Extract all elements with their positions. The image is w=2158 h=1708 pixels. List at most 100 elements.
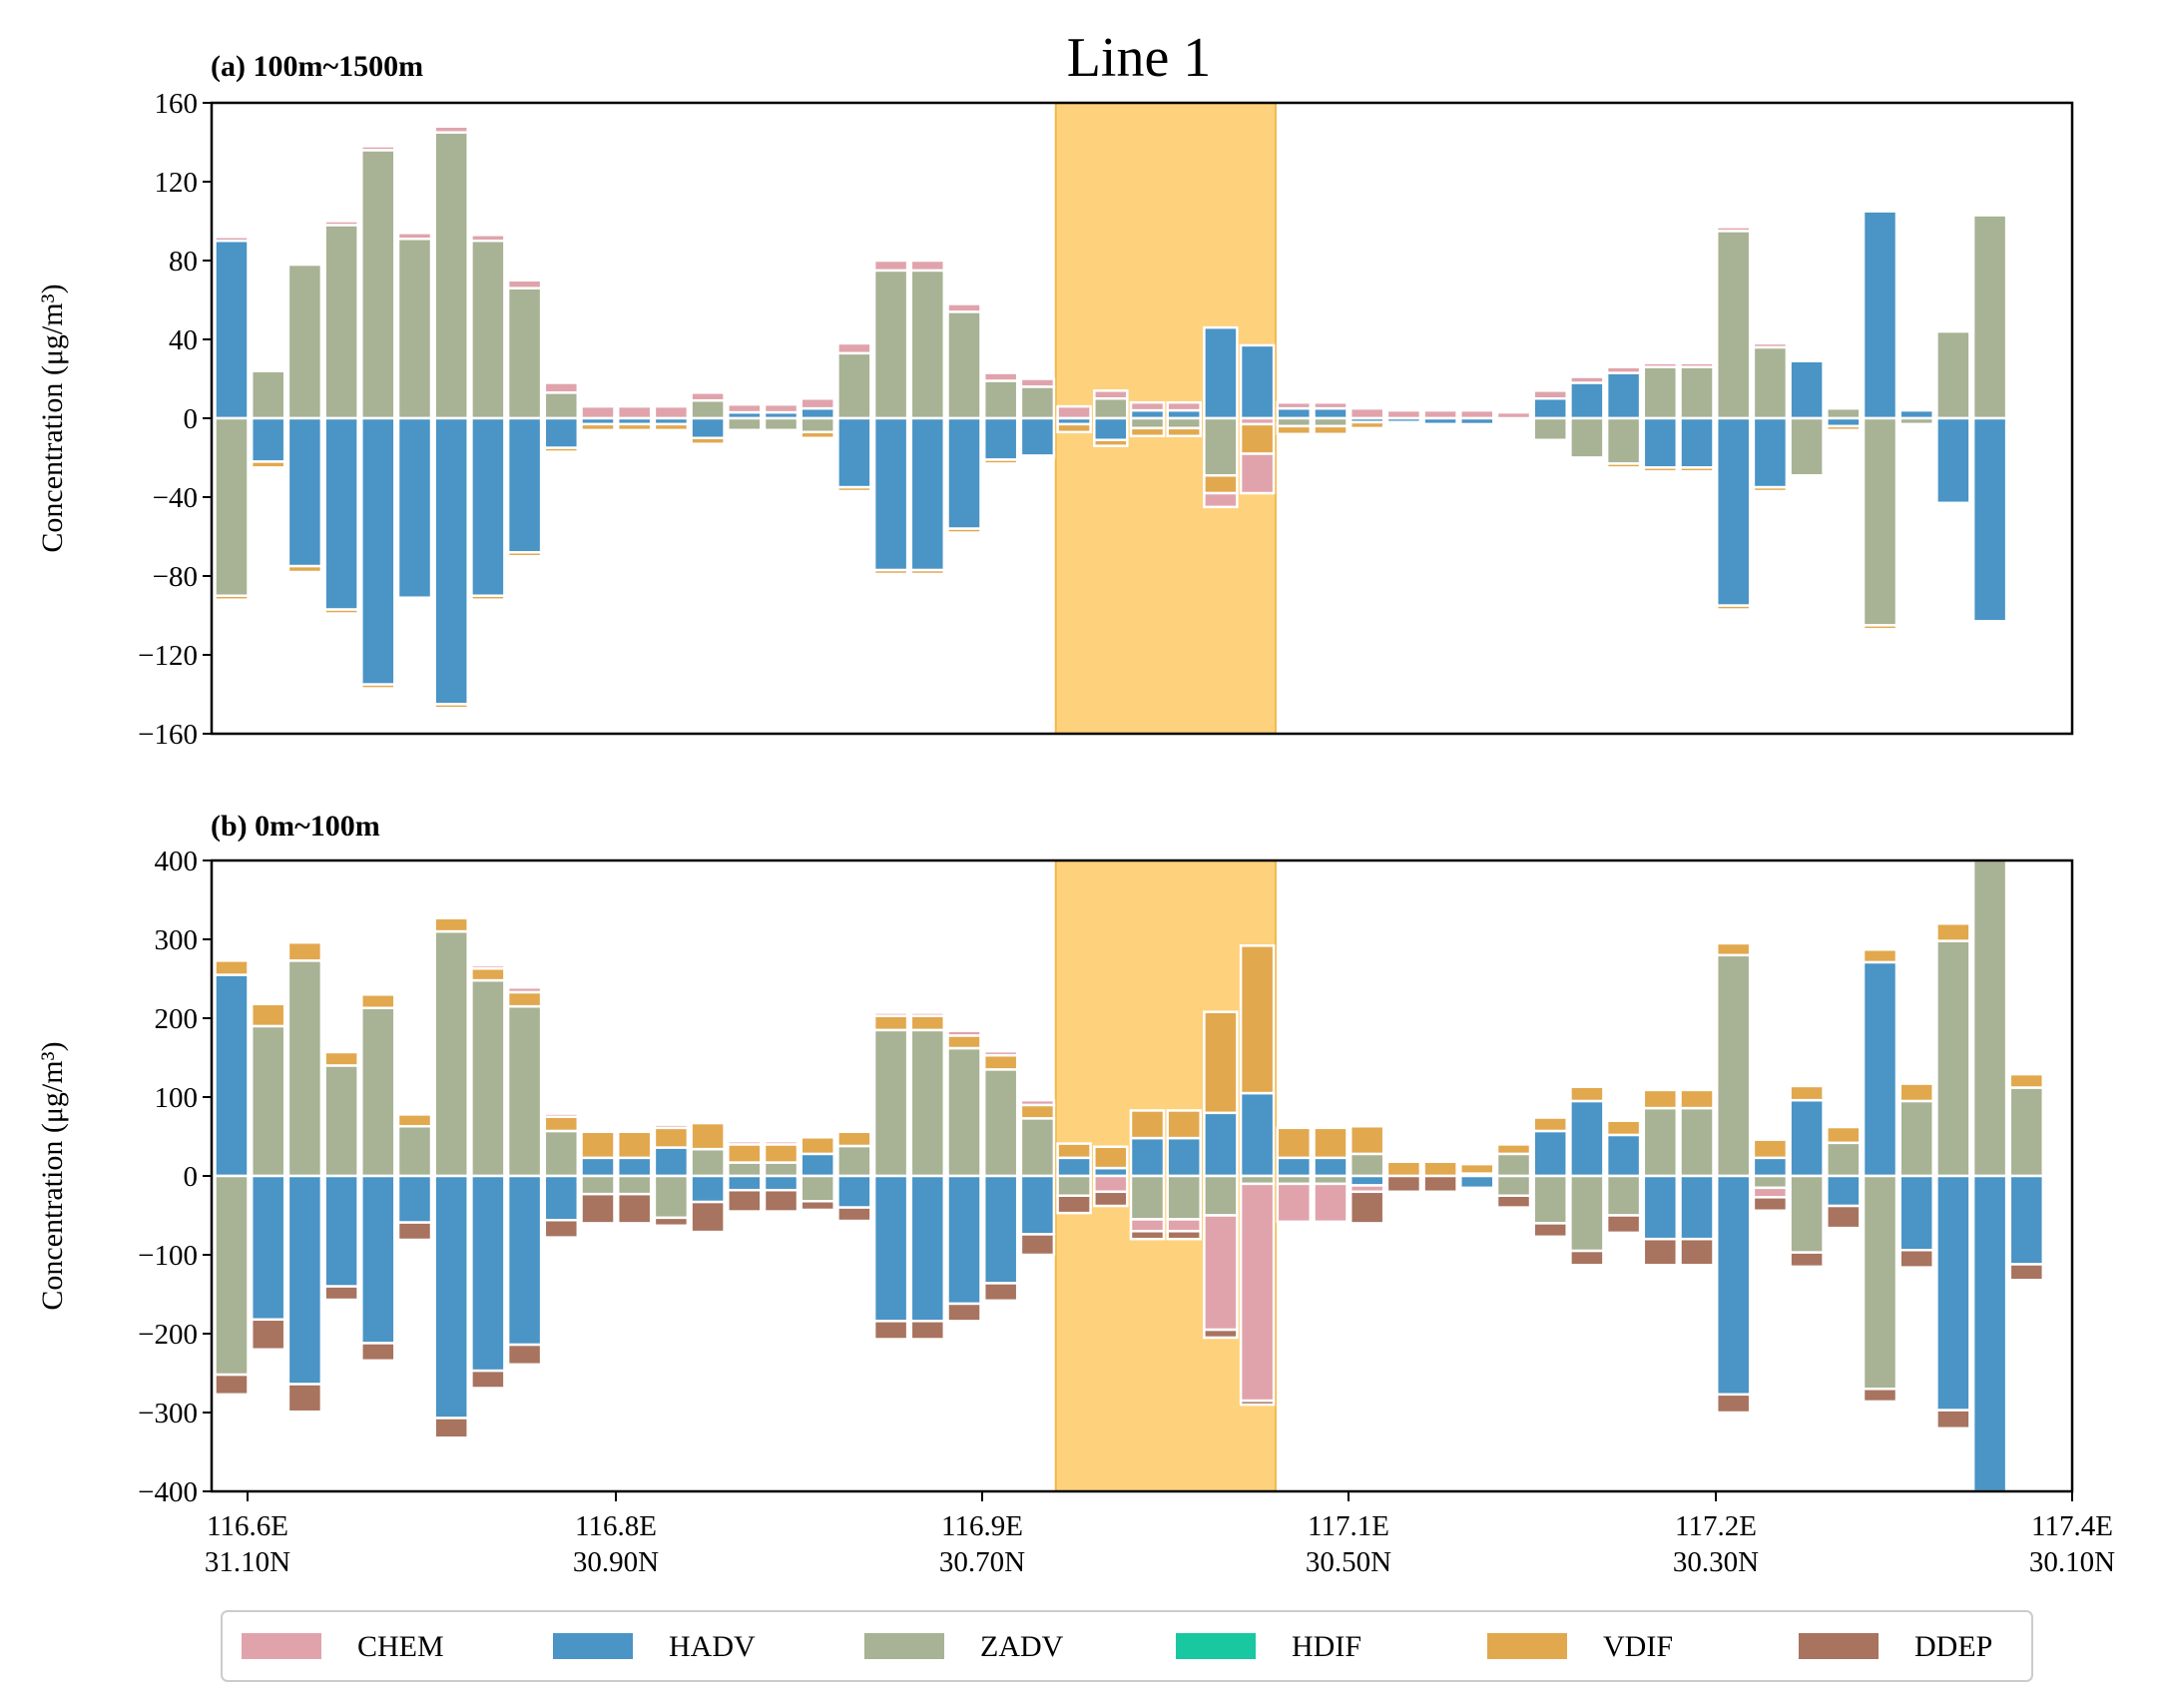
bar-segment-vdif bbox=[1898, 1082, 1934, 1103]
bar-segment-zadv bbox=[286, 263, 323, 420]
bar-segment-zadv bbox=[1752, 1174, 1789, 1190]
bar-segment-vdif bbox=[323, 608, 359, 615]
bar-segment-vdif bbox=[1093, 1145, 1129, 1170]
bar-segment-zadv bbox=[1569, 1174, 1605, 1253]
bar-segment-zadv bbox=[836, 1144, 872, 1178]
bar-segment-hadv bbox=[286, 1174, 323, 1386]
legend-label-ddep: DDEP bbox=[1914, 1630, 1992, 1663]
bar-segment-chem bbox=[909, 259, 946, 273]
bar-segment-hadv bbox=[1313, 406, 1349, 420]
bar-segment-chem bbox=[470, 234, 506, 243]
bar-segment-zadv bbox=[1752, 345, 1789, 420]
bar-segment-zadv bbox=[250, 1024, 286, 1178]
x-tick-label-lon: 116.9E bbox=[941, 1510, 1023, 1542]
bar-segment-zadv bbox=[1715, 230, 1752, 420]
bar-segment-ddep bbox=[1569, 1249, 1605, 1267]
bar-segment-ddep bbox=[1898, 1249, 1934, 1269]
bar-segment-hadv bbox=[470, 1174, 506, 1373]
bar-segment-zadv bbox=[2008, 1086, 2045, 1178]
x-axis-ticks: 116.6E 31.10N 116.8E 30.90N 116.9E 30.70N 117.… bbox=[205, 1491, 2115, 1578]
bar-segment-vdif bbox=[1715, 604, 1752, 611]
bar-segment-zadv bbox=[946, 310, 982, 420]
bar-segment-vdif bbox=[323, 1050, 359, 1067]
y-tick-label: −100 bbox=[138, 1240, 198, 1272]
bar-segment-zadv bbox=[543, 391, 580, 420]
bar-segment-ddep bbox=[470, 1369, 506, 1390]
legend-frame bbox=[221, 1610, 2033, 1682]
bar-segment-zadv bbox=[690, 1147, 726, 1178]
bar-segment-zadv bbox=[543, 1129, 580, 1178]
bar-segment-zadv bbox=[800, 416, 835, 434]
bar-segment-vdif bbox=[1826, 424, 1862, 432]
bar-segment-chem bbox=[470, 963, 506, 970]
bar-segment-hadv bbox=[543, 1174, 580, 1222]
bar-segment-ddep bbox=[1056, 1194, 1092, 1215]
bar-segment-vdif bbox=[250, 460, 286, 469]
legend: CHEM HADV ZADV HDIF VDIF DDEP bbox=[221, 1610, 2033, 1682]
bar-segment-zadv bbox=[506, 1004, 543, 1178]
bar-segment-chem bbox=[1752, 341, 1789, 349]
bar-segment-chem bbox=[1313, 1182, 1349, 1224]
bar-segment-zadv bbox=[580, 1174, 616, 1196]
bar-segment-chem bbox=[1019, 377, 1056, 388]
bar-segment-zadv bbox=[360, 1006, 396, 1178]
bar-segment-hadv bbox=[433, 416, 469, 706]
bar-segment-chem bbox=[1166, 400, 1202, 412]
x-tick-label-lat: 30.90N bbox=[573, 1546, 659, 1578]
bar-segment-vdif bbox=[1056, 422, 1092, 434]
bar-segment-hadv bbox=[1752, 1156, 1789, 1178]
bar-segment-vdif bbox=[1789, 1084, 1825, 1102]
bar-segment-chem bbox=[763, 402, 800, 414]
bar-segment-vdif bbox=[1313, 424, 1349, 436]
bar-segment-hadv bbox=[1862, 960, 1898, 1178]
bar-segment-hadv bbox=[1971, 1174, 2008, 1491]
bar-segment-zadv bbox=[836, 351, 872, 420]
bar-segment-ddep bbox=[1826, 1204, 1862, 1230]
y-tick-label: −40 bbox=[153, 482, 198, 514]
bar-segment-chem bbox=[1019, 1098, 1056, 1107]
bar-segment-vdif bbox=[1532, 1116, 1568, 1133]
bar-segment-hadv bbox=[1715, 1174, 1752, 1397]
bar-segment-hadv bbox=[1679, 1174, 1715, 1241]
bar-segment-zadv bbox=[763, 1161, 800, 1178]
bar-segment-hadv bbox=[982, 1174, 1019, 1285]
bar-segment-chem bbox=[1093, 1174, 1129, 1194]
bar-segment-vdif bbox=[1422, 1160, 1458, 1178]
bar-segment-vdif bbox=[580, 1130, 616, 1160]
bar-segment-chem bbox=[836, 341, 872, 355]
x-tick-label-lat: 30.30N bbox=[1673, 1546, 1759, 1578]
y-axis-label: Concentration (μg/m³) bbox=[36, 1041, 69, 1310]
bar-segment-zadv bbox=[1129, 1174, 1166, 1221]
bar-segment-chem bbox=[800, 397, 835, 410]
y-tick-label: 100 bbox=[155, 1082, 199, 1114]
bar-segment-zadv bbox=[616, 1174, 653, 1196]
bar-segment-vdif bbox=[727, 428, 763, 434]
bar-segment-vdif bbox=[1056, 1142, 1092, 1160]
bar-segment-hadv bbox=[946, 416, 982, 530]
bar-segment-hadv bbox=[396, 416, 433, 599]
bar-segment-zadv bbox=[1093, 397, 1129, 420]
bar-segment-chem bbox=[1679, 361, 1715, 368]
bar-segment-zadv bbox=[727, 1161, 763, 1178]
bar-segment-vdif bbox=[1385, 1160, 1422, 1178]
bar-segment-vdif bbox=[214, 959, 250, 976]
bar-segment-vdif bbox=[1569, 456, 1605, 461]
bar-segment-hadv bbox=[1276, 406, 1313, 420]
bar-segment-ddep bbox=[360, 1342, 396, 1363]
bar-segment-vdif bbox=[727, 1143, 763, 1164]
legend-label-hdif: HDIF bbox=[1292, 1630, 1361, 1663]
bar-segment-vdif bbox=[1276, 1126, 1313, 1160]
bar-segment-zadv bbox=[470, 978, 506, 1178]
bar-segment-hadv bbox=[1935, 1174, 1971, 1412]
bar-segment-vdif bbox=[433, 703, 469, 710]
bar-segment-zadv bbox=[506, 286, 543, 420]
bar-segment-ddep bbox=[800, 1200, 835, 1212]
bar-segment-vdif bbox=[1019, 1103, 1056, 1120]
bar-segment-hadv bbox=[1569, 381, 1605, 420]
bar-segment-hadv bbox=[580, 1156, 616, 1178]
bar-segment-zadv bbox=[1129, 416, 1166, 430]
bar-segment-ddep bbox=[1642, 1237, 1679, 1267]
bar-segment-hadv bbox=[909, 1174, 946, 1323]
bar-segment-chem bbox=[690, 391, 726, 402]
bar-segment-zadv bbox=[982, 379, 1019, 420]
